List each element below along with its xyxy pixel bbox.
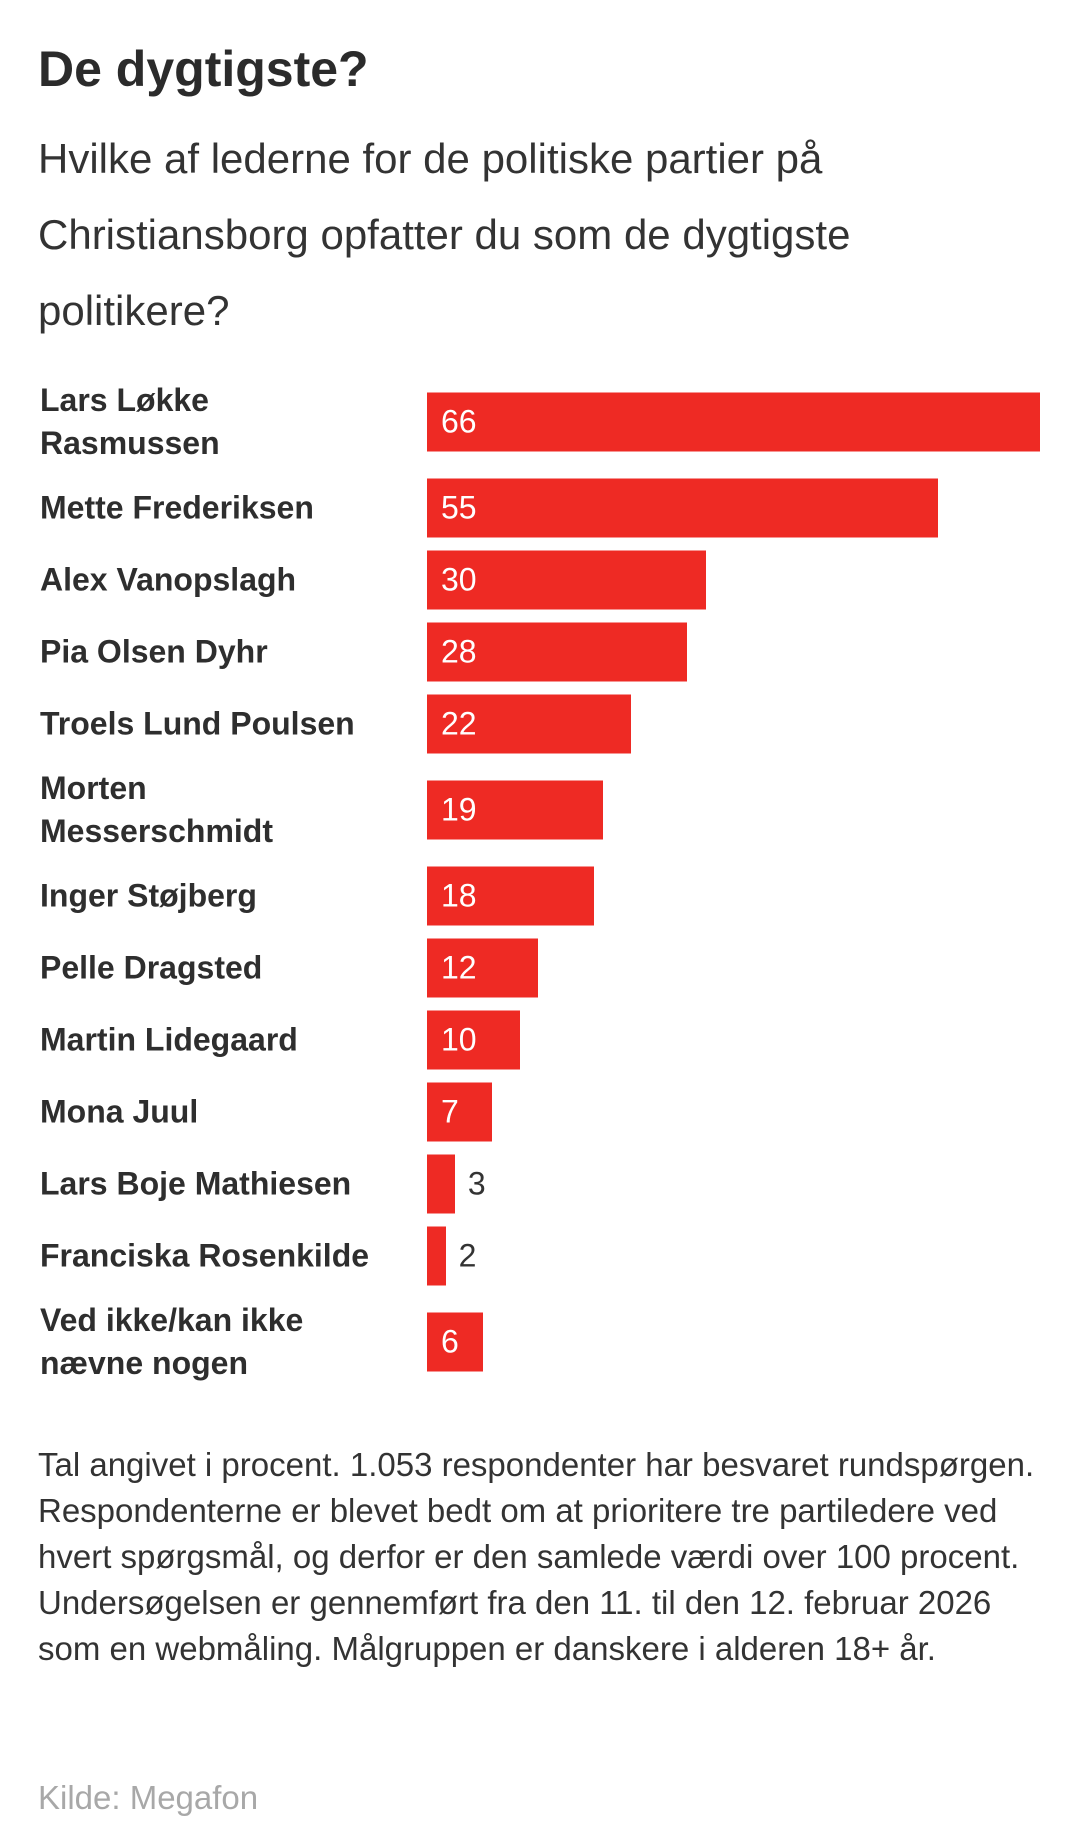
bar-row: Franciska Rosenkilde 2 [0,1220,1080,1292]
category-label: Lars Boje Mathiesen [40,1165,352,1202]
bar [427,780,604,840]
category-label: Mette Frederiksen [40,489,314,526]
bar-chart: Lars Løkke Rasmussen 66 Mette Frederiksen 5… [0,372,1080,1392]
value-label: 2 [458,1237,477,1274]
bar [427,866,595,926]
bar-row: Pelle Dragsted 12 [0,932,1080,1004]
chart-source: Kilde: Megafon [38,1779,259,1816]
bar-row: Lars Boje Mathiesen 3 [0,1148,1080,1220]
value-label: 12 [441,949,477,986]
value-label: 22 [441,705,477,742]
value-label: 55 [441,489,477,526]
chart-subtitle: Hvilke af lederne for de politiske parti… [38,135,851,334]
category-label: Mona Juul [40,1093,199,1130]
value-label: 3 [467,1165,486,1202]
category-label: Alex Vanopslagh [40,561,297,598]
value-label: 6 [441,1323,459,1360]
bar-row: Mona Juul 7 [0,1076,1080,1148]
bar-row: Morten Messerschmidt 19 [0,760,1080,860]
bar [427,1082,492,1142]
bar [427,622,688,682]
value-label: 28 [441,633,477,670]
value-label: 30 [441,561,477,598]
category-label: Ved ikke/kan ikke nævne nogen [40,1302,304,1381]
bar [427,1226,446,1286]
bar [427,478,938,538]
value-label: 10 [441,1021,477,1058]
bar-row: Inger Støjberg 18 [0,860,1080,932]
category-label: Lars Løkke Rasmussen [40,382,220,461]
bar-row: Ved ikke/kan ikke nævne nogen 6 [0,1292,1080,1392]
category-label: Pia Olsen Dyhr [40,633,268,670]
bar-row: Pia Olsen Dyhr 28 [0,616,1080,688]
category-label: Martin Lidegaard [40,1021,298,1058]
chart-title: De dygtigste? [38,41,369,97]
bar-row: Troels Lund Poulsen 22 [0,688,1080,760]
bar [427,694,632,754]
chart-note: Tal angivet i procent. 1.053 respondente… [38,1446,1035,1667]
category-label: Inger Støjberg [40,877,257,914]
value-label: 7 [441,1093,459,1130]
bar [427,938,539,998]
category-label: Troels Lund Poulsen [40,705,355,742]
bar [427,1010,520,1070]
bar [427,1154,455,1214]
bar-row: Alex Vanopslagh 30 [0,544,1080,616]
category-label: Morten Messerschmidt [40,770,273,849]
value-label: 18 [441,877,477,914]
bar [427,550,706,610]
bar-row: Lars Løkke Rasmussen 66 [0,372,1080,472]
bar-row: Martin Lidegaard 10 [0,1004,1080,1076]
bar [427,392,1040,452]
value-label: 19 [441,791,477,828]
bar-row: Mette Frederiksen 55 [0,472,1080,544]
bar [427,1312,483,1372]
category-label: Franciska Rosenkilde [40,1237,370,1274]
category-label: Pelle Dragsted [40,949,263,986]
value-label: 66 [441,403,477,440]
